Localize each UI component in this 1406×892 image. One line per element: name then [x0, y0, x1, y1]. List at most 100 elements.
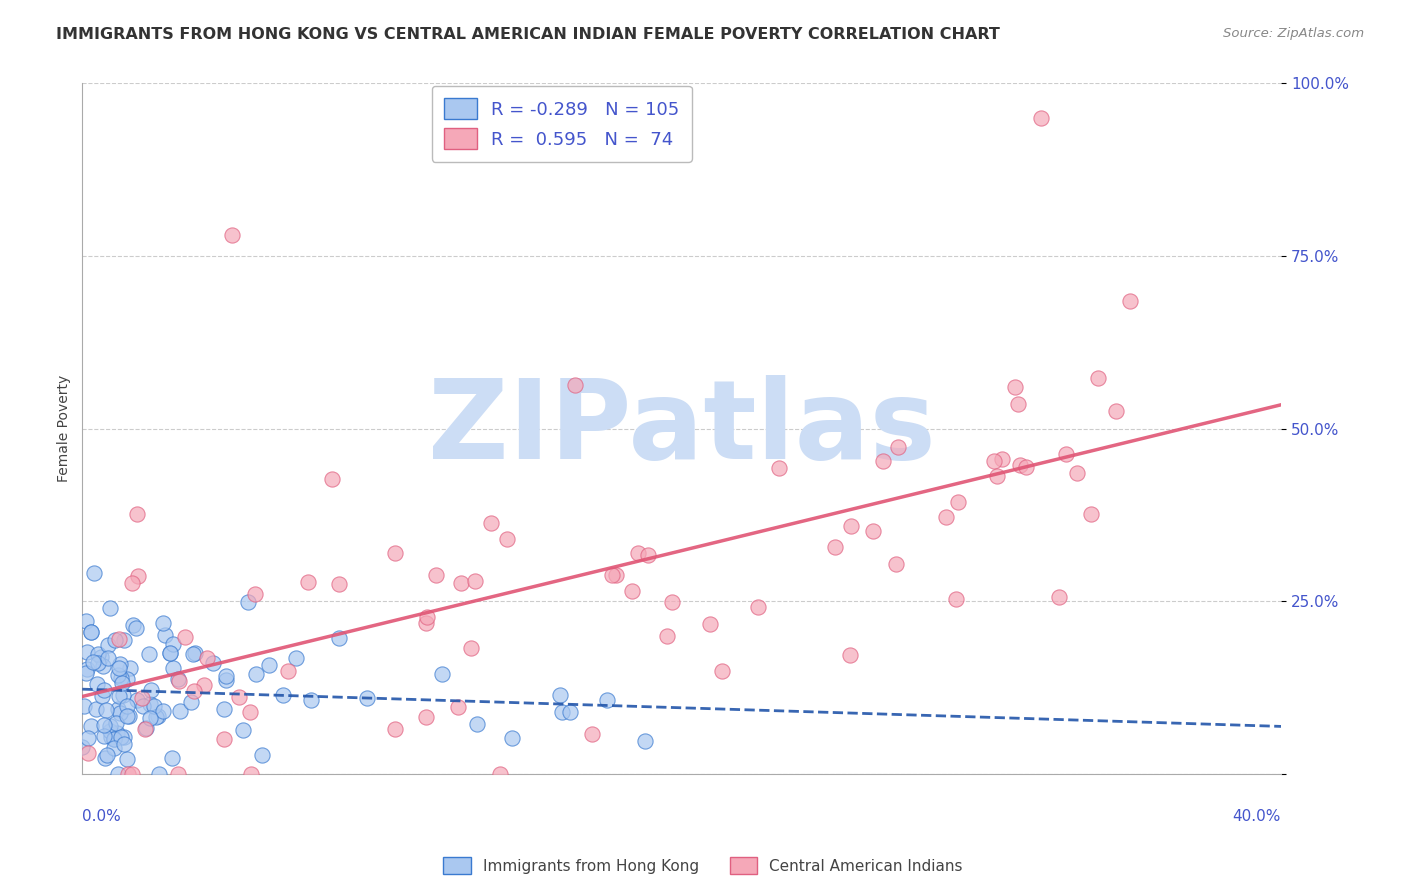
- Point: [98, 600, 121, 615]
- Point: [1066, 466, 1088, 480]
- Point: [142, 698, 165, 713]
- Point: [139, 682, 162, 697]
- Point: [824, 540, 846, 554]
- Point: [169, 705, 191, 719]
- Point: [127, 692, 149, 706]
- Legend: R = -0.289   N = 105, R =  0.595   N =  74: R = -0.289 N = 105, R = 0.595 N = 74: [432, 86, 692, 161]
- Point: [1004, 380, 1026, 394]
- Point: [862, 524, 884, 538]
- Point: [1031, 111, 1053, 125]
- Point: [131, 691, 153, 706]
- Point: [96, 748, 118, 763]
- Point: [180, 695, 202, 709]
- Point: [887, 441, 910, 455]
- Point: [121, 576, 143, 591]
- Point: [118, 661, 141, 675]
- Point: [768, 461, 790, 475]
- Point: [1119, 293, 1142, 308]
- Point: [240, 767, 263, 781]
- Point: [215, 669, 238, 683]
- Point: [945, 591, 967, 606]
- Point: [110, 671, 132, 685]
- Point: [415, 710, 437, 724]
- Point: [90, 650, 112, 665]
- Point: [117, 767, 139, 781]
- Point: [91, 659, 114, 673]
- Point: [447, 700, 470, 714]
- Point: [112, 632, 135, 647]
- Point: [983, 454, 1005, 468]
- Point: [107, 702, 129, 716]
- Point: [76, 662, 98, 676]
- Point: [97, 638, 120, 652]
- Point: [173, 630, 195, 644]
- Point: [148, 767, 170, 781]
- Point: [202, 657, 225, 671]
- Text: IMMIGRANTS FROM HONG KONG VS CENTRAL AMERICAN INDIAN FEMALE POVERTY CORRELATION : IMMIGRANTS FROM HONG KONG VS CENTRAL AME…: [56, 27, 1000, 42]
- Point: [710, 664, 733, 678]
- Point: [464, 574, 486, 589]
- Point: [90, 689, 112, 703]
- Point: [76, 645, 98, 659]
- Point: [245, 667, 267, 681]
- Point: [214, 702, 236, 716]
- Point: [935, 510, 957, 524]
- Point: [80, 624, 103, 639]
- Point: [77, 746, 100, 760]
- Point: [465, 717, 488, 731]
- Point: [121, 767, 143, 781]
- Point: [655, 629, 678, 643]
- Point: [131, 698, 153, 713]
- Point: [111, 688, 134, 702]
- Point: [125, 621, 148, 635]
- Point: [425, 567, 447, 582]
- Point: [112, 730, 135, 744]
- Point: [384, 722, 406, 736]
- Point: [80, 719, 103, 733]
- Point: [115, 708, 138, 723]
- Point: [82, 655, 104, 669]
- Point: [450, 576, 472, 591]
- Text: ZIPatlas: ZIPatlas: [427, 376, 935, 483]
- Point: [134, 722, 156, 736]
- Y-axis label: Female Poverty: Female Poverty: [58, 376, 72, 483]
- Point: [416, 609, 439, 624]
- Point: [299, 693, 322, 707]
- Point: [581, 727, 603, 741]
- Point: [1007, 396, 1029, 410]
- Point: [271, 688, 294, 702]
- Point: [838, 648, 860, 662]
- Point: [1047, 590, 1070, 604]
- Point: [77, 731, 100, 746]
- Point: [162, 637, 184, 651]
- Point: [108, 661, 131, 675]
- Point: [596, 693, 619, 707]
- Point: [108, 689, 131, 703]
- Point: [212, 732, 235, 747]
- Point: [321, 472, 343, 486]
- Point: [159, 646, 181, 660]
- Point: [107, 767, 129, 781]
- Point: [105, 726, 128, 740]
- Point: [634, 734, 657, 748]
- Point: [108, 706, 131, 720]
- Point: [285, 651, 308, 665]
- Point: [605, 568, 627, 582]
- Point: [564, 378, 586, 392]
- Point: [1010, 458, 1032, 472]
- Point: [620, 584, 643, 599]
- Point: [747, 599, 769, 614]
- Point: [162, 661, 184, 675]
- Point: [148, 709, 170, 723]
- Point: [990, 451, 1012, 466]
- Point: [236, 595, 259, 609]
- Point: [496, 532, 519, 546]
- Point: [127, 569, 149, 583]
- Point: [87, 656, 110, 670]
- Point: [103, 732, 125, 747]
- Point: [221, 228, 243, 243]
- Point: [661, 595, 683, 609]
- Point: [155, 628, 177, 642]
- Point: [87, 647, 110, 661]
- Point: [139, 698, 162, 712]
